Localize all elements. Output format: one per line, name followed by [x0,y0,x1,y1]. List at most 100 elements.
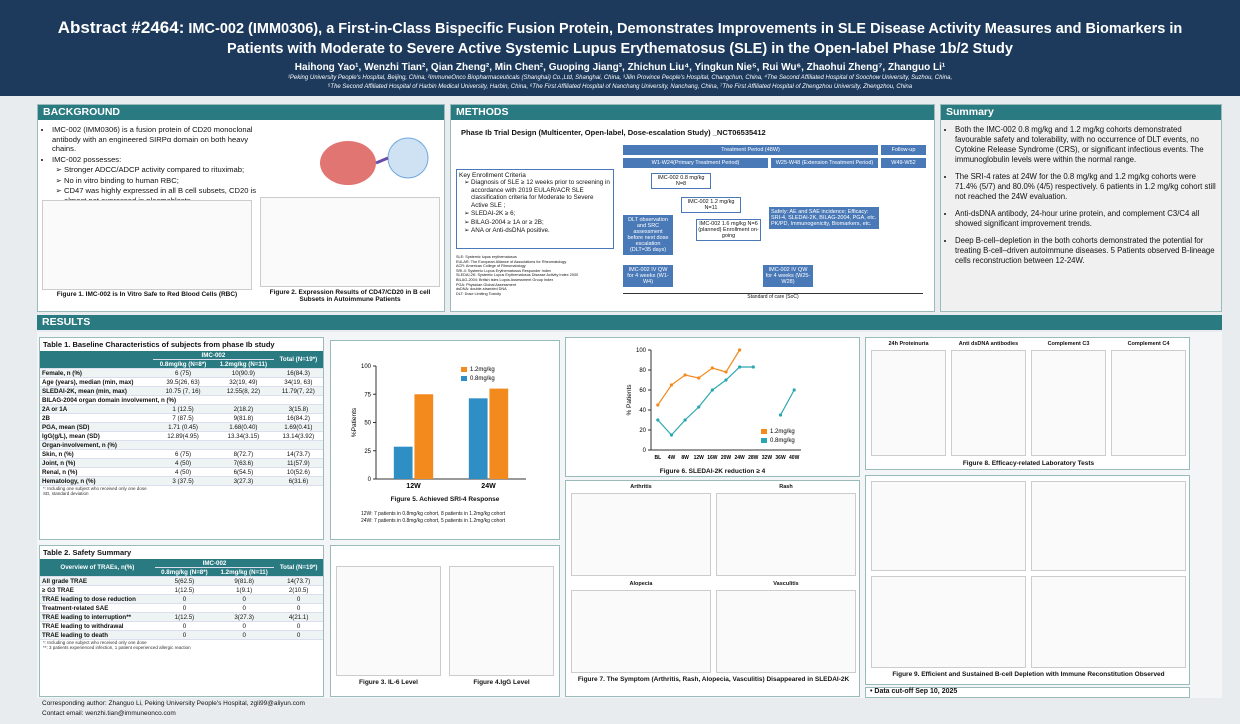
panel-title: Alopecia [629,581,653,587]
cell: 4 (50) [153,458,213,468]
cell: 6(31.6) [273,476,323,486]
bullet: Both the IMC-002 0.8 mg/kg and 1.2 mg/kg… [955,125,1216,165]
panel-image [1111,350,1186,456]
caption: Figure 7. The Symptom (Arthritis, Rash, … [577,676,850,683]
row: 2A or 1A 1 (12.5) 2(18.2) 3(15.8) [40,404,323,414]
y-axis-label: % Patients [626,384,633,416]
cell: 10(90.9) [213,368,274,378]
header-cell: 1.2mg/kg (N=11) [214,567,275,577]
figure-2-image [260,197,440,287]
row: TRAE leading to interruption** 1(12.5) 3(2… [40,612,323,622]
cell: 13.34(3.15) [213,431,274,441]
authors: Haihong Yao¹, Wenzhi Tian², Qian Zheng²,… [294,62,946,73]
cell: 14(73.7) [274,576,323,586]
cell: 0 [154,621,215,631]
caption: Figure 8. Efficacy-related Laboratory Te… [962,460,1095,467]
y-tick-label: 75 [364,392,371,398]
footnotes: *: Including one subject who received on… [40,640,323,650]
bar [468,398,488,479]
cell: 2B [40,413,154,423]
bar [489,388,509,479]
cell: Joint, n (%) [40,458,154,468]
figure34-panel: Figure 3. IL-6 Level Figure 4.IgG Level [330,545,560,697]
title-text: IMC-002 (IMM0306), a First-in-Class Bisp… [188,21,1183,57]
cell: 16(84.3) [273,368,323,378]
x-tick-label: BL [654,455,661,461]
header-cell: IMC-002 [154,559,275,568]
header-row: IMC-002 Total (N=19*) [40,351,323,369]
cell: TRAE leading to withdrawal [40,621,155,631]
table-title: Table 2. Safety Summary [43,548,132,557]
row: Female, n (%) 6 (75) 10(90.9) 16(84.3) [40,368,323,378]
footnote: SD, standard deviation [43,491,89,496]
cell: 1.71 (0.45) [153,422,213,432]
abbreviations: SLE: Systemic lupus erythematosus EULAR: … [456,255,616,296]
figure9-image [871,481,1026,571]
x-tick-label: 12W [406,483,421,490]
header-cell: Overview of TRAEs, n(%) [40,559,155,577]
bullet: The SRI-4 rates at 24W for the 0.8 mg/kg… [955,172,1216,202]
cell: 5(62.5) [154,576,215,586]
footer-contact: Contact email: wenzhi.tian@immuneonco.co… [42,710,176,717]
legend-swatch [761,438,767,443]
dlt-box: DLT observation and SRC assessment befor… [623,215,673,255]
cell: Female, n (%) [40,368,154,378]
panel-image [571,493,711,576]
x-tick-label: 40W [789,455,800,461]
caption: Figure 9. Efficient and Sustained B-cell… [892,671,1165,678]
cell: 12.89(4.95) [153,431,213,441]
abbreviation: dsDNA: double-stranded DNA [456,287,507,292]
legend-label: 0.8mg/kg [470,376,495,382]
section-heading: Summary [941,105,1221,120]
bullet: Stronger ADCC/ADCP activity compared to … [64,165,257,175]
y-tick-label: 0 [368,477,372,483]
abstract-id: Abstract #2464: [57,18,185,37]
row: Treatment-related SAE 0 0 0 [40,603,323,613]
panel-image [716,590,856,673]
soc-label: Standard of care (SoC) [623,293,923,300]
cell: Treatment-related SAE [40,603,155,613]
note: 12W: 7 patients in 0.8mg/kg cohort, 8 pa… [361,511,506,517]
row: Age (years), median (min, max) 39.5(26, 6… [40,377,323,387]
header-cell: IMC-002 [153,351,274,360]
panel-image [571,590,711,673]
figure5-chart: 0 25 50 75 100 %Patients 12W 24W 1.2mg/kg 0.8mg/k… [351,364,526,490]
header-cell: 1.2mg/kg (N=11) [213,359,274,369]
criterion: SLEDAI-2K ≥ 6; [471,210,611,218]
row: Hematology, n (%) 3 (37.5) 3(27.3) 6(31.6) [40,476,323,486]
bullets: IMC-002 (IMM0306) is a fusion protein of… [42,125,257,164]
cell: 32(19, 49) [213,377,274,387]
iv-box: IMC-002 IV QW for 4 weeks (W25-W28) [763,265,813,287]
abbreviation: PGA: Physician Global Assessment [456,282,516,287]
header-cell: 0.8mg/kg (N=8*) [153,359,213,369]
cell: 2(18.2) [213,404,274,414]
header-row: Overview of TRAEs, n(%) IMC-002 Total (N=1… [40,559,323,577]
header-cell: Total (N=19*) [274,559,323,577]
criterion: ANA or Anti-dsDNA positive. [471,227,611,235]
cell: 0 [274,621,323,631]
panel-title: Complement C4 [1127,341,1170,347]
bullet: Deep B-cell–depletion in the both cohort… [955,236,1216,266]
bullet: Anti-dsDNA antibody, 24-hour urine prote… [955,209,1216,229]
cell: 16(84.2) [273,413,323,423]
abbreviation: SLEDAI-2K: Systemic Lupus Erythematosus … [456,273,579,278]
criteria-box: Key Enrollment Criteria Diagnosis of SLE… [456,169,614,249]
section-heading: BACKGROUND [38,105,444,120]
cell: 1 (12.5) [153,404,213,414]
caption: Figure 3. IL-6 Level [359,679,418,686]
affiliation: ¹Peking University People's Hospital, Be… [287,75,953,81]
cell: 0 [274,594,323,604]
criterion: BILAG-2004 ≥ 1A or ≥ 2B; [471,219,611,227]
caption: Figure 5. Achieved SRI-4 Response [390,496,500,503]
cell: 3(27.3) [213,476,274,486]
bar [414,394,434,479]
panel-image [716,493,856,576]
note: 24W: 7 patients in 0.8mg/kg cohort, 5 pa… [361,518,506,524]
figure9-image [871,576,1026,668]
x-tick-label: 36W [775,455,786,461]
cell: Skin, n (%) [40,449,154,459]
panel-title: Anti dsDNA antibodies [958,341,1019,347]
y-tick-label: 80 [639,368,646,374]
cell: 3 (37.5) [153,476,213,486]
x-tick-label: 16W [707,455,718,461]
